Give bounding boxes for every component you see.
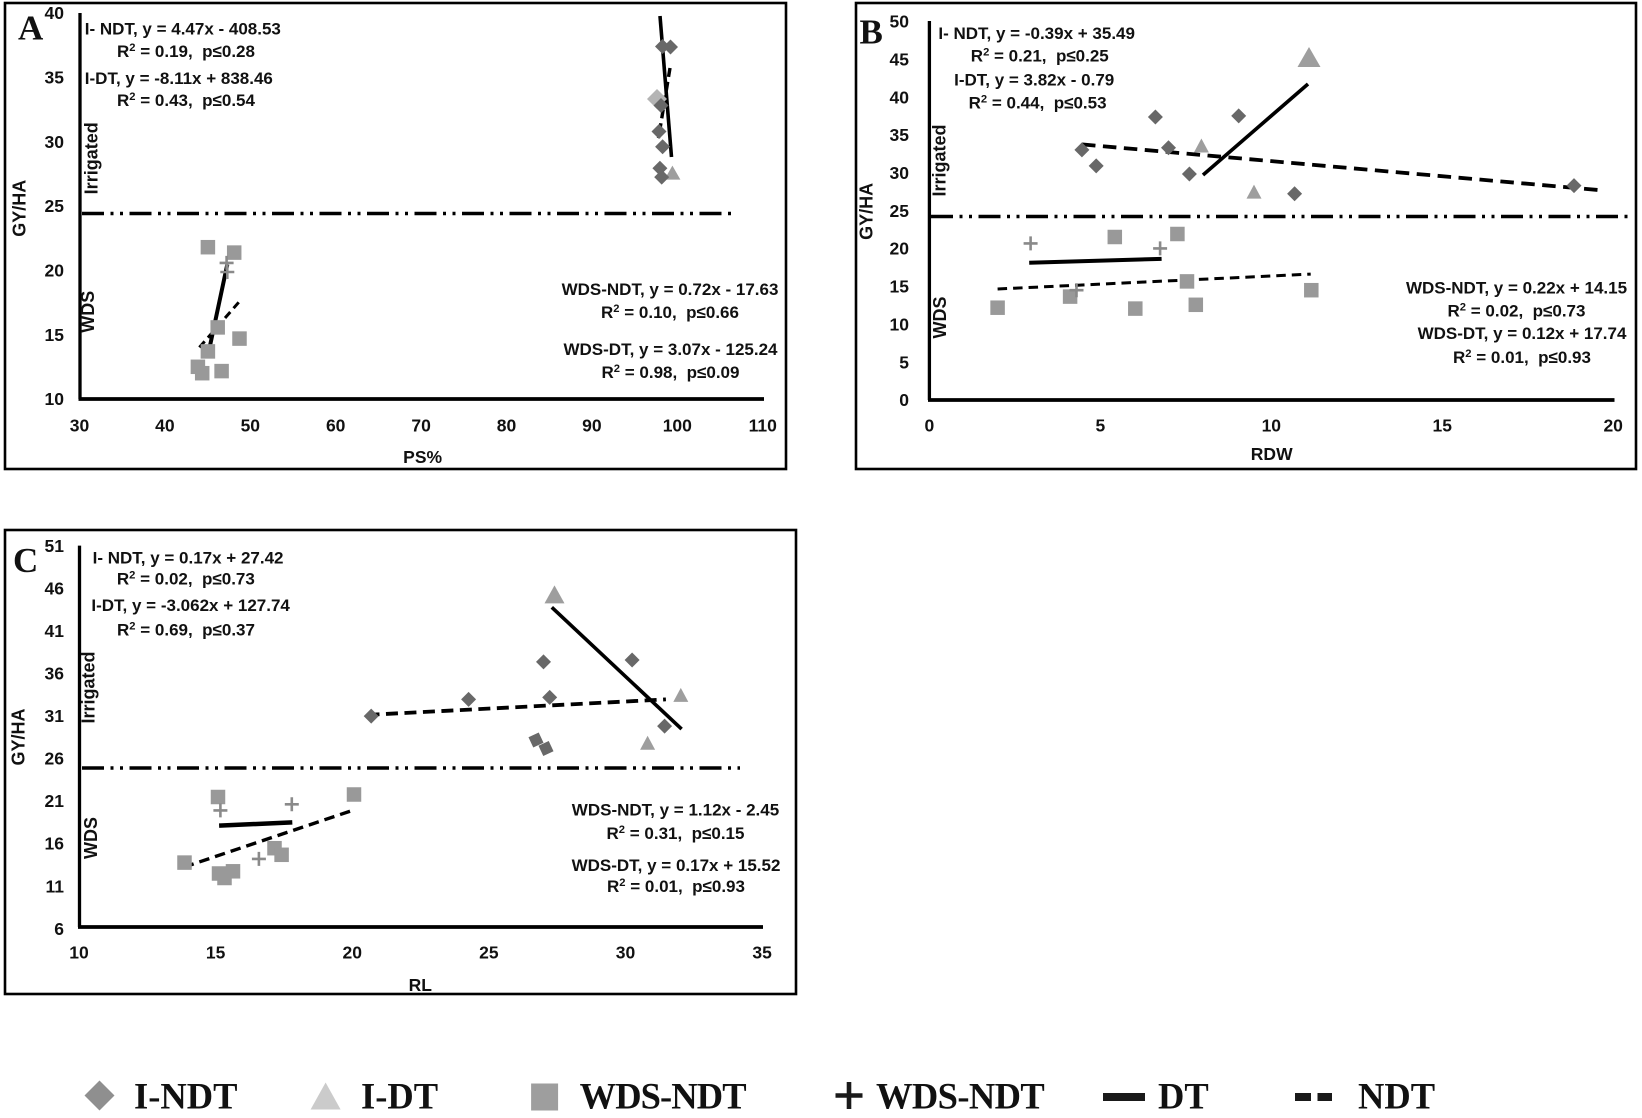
svg-text:R2 = 0.01, p≤0.93: R2 = 0.01, p≤0.93 bbox=[1453, 348, 1591, 367]
svg-text:11: 11 bbox=[46, 876, 65, 896]
svg-text:20: 20 bbox=[1603, 416, 1623, 436]
svg-text:Irrigated: Irrigated bbox=[78, 651, 98, 723]
svg-text:30: 30 bbox=[616, 943, 636, 963]
svg-text:51: 51 bbox=[45, 536, 65, 556]
svg-text:WDS: WDS bbox=[81, 817, 101, 859]
svg-text:41: 41 bbox=[45, 621, 65, 641]
svg-text:60: 60 bbox=[326, 416, 346, 436]
svg-text:110: 110 bbox=[749, 416, 777, 436]
svg-text:GY/HA: GY/HA bbox=[8, 708, 28, 765]
svg-text:100: 100 bbox=[663, 416, 692, 436]
svg-text:6: 6 bbox=[54, 919, 64, 939]
svg-text:WDS-DT, y = 0.17x + 15.52: WDS-DT, y = 0.17x + 15.52 bbox=[572, 856, 781, 875]
svg-text:10: 10 bbox=[69, 943, 89, 963]
svg-text:36: 36 bbox=[45, 663, 65, 683]
svg-text:20: 20 bbox=[45, 261, 65, 281]
svg-text:35: 35 bbox=[890, 125, 910, 145]
svg-text:R2 = 0.21, p≤0.25: R2 = 0.21, p≤0.25 bbox=[971, 47, 1109, 66]
svg-text:B: B bbox=[860, 13, 883, 52]
svg-text:80: 80 bbox=[497, 416, 517, 436]
svg-text:15: 15 bbox=[45, 325, 65, 345]
svg-text:0: 0 bbox=[925, 416, 935, 436]
svg-text:I-DT, y = -3.062x + 127.74: I-DT, y = -3.062x + 127.74 bbox=[91, 596, 290, 615]
svg-text:R2 = 0.98, p≤0.09: R2 = 0.98, p≤0.09 bbox=[602, 363, 740, 382]
svg-text:WDS-DT, y = 3.07x - 125.24: WDS-DT, y = 3.07x - 125.24 bbox=[563, 340, 778, 359]
svg-text:31: 31 bbox=[45, 706, 65, 726]
svg-text:R2 = 0.01, p≤0.93: R2 = 0.01, p≤0.93 bbox=[607, 877, 745, 896]
svg-text:I-NDT: I-NDT bbox=[134, 1075, 237, 1116]
svg-text:5: 5 bbox=[1095, 416, 1105, 436]
svg-text:WDS: WDS bbox=[78, 291, 98, 333]
svg-text:I- NDT, y = -0.39x + 35.49: I- NDT, y = -0.39x + 35.49 bbox=[938, 24, 1135, 43]
svg-text:PS%: PS% bbox=[403, 447, 442, 467]
svg-text:GY/HA: GY/HA bbox=[10, 180, 30, 237]
svg-text:15: 15 bbox=[206, 943, 226, 963]
svg-text:45: 45 bbox=[890, 49, 910, 69]
svg-text:Irrigated: Irrigated bbox=[81, 122, 101, 194]
svg-text:R2 = 0.31, p≤0.15: R2 = 0.31, p≤0.15 bbox=[607, 824, 745, 843]
svg-text:40: 40 bbox=[890, 87, 910, 107]
svg-text:WDS: WDS bbox=[930, 297, 950, 339]
svg-text:NDT: NDT bbox=[1358, 1075, 1435, 1116]
svg-text:I- NDT, y = 4.47x - 408.53: I- NDT, y = 4.47x - 408.53 bbox=[85, 20, 281, 39]
svg-text:25: 25 bbox=[479, 943, 499, 963]
svg-text:R2 = 0.10, p≤0.66: R2 = 0.10, p≤0.66 bbox=[601, 303, 739, 322]
svg-text:Irrigated: Irrigated bbox=[930, 124, 950, 196]
svg-text:40: 40 bbox=[45, 3, 65, 23]
svg-text:WDS-NDT: WDS-NDT bbox=[580, 1075, 747, 1116]
svg-text:WDS-NDT, y = 0.72x - 17.63: WDS-NDT, y = 0.72x - 17.63 bbox=[562, 280, 779, 299]
svg-text:50: 50 bbox=[241, 416, 261, 436]
svg-text:70: 70 bbox=[411, 416, 431, 436]
svg-text:26: 26 bbox=[45, 749, 65, 769]
svg-text:C: C bbox=[13, 541, 38, 580]
svg-text:R2 = 0.19, p≤0.28: R2 = 0.19, p≤0.28 bbox=[117, 42, 255, 61]
svg-text:RDW: RDW bbox=[1251, 444, 1293, 464]
svg-text:90: 90 bbox=[582, 416, 602, 436]
svg-text:I-DT: I-DT bbox=[361, 1075, 438, 1116]
svg-text:0: 0 bbox=[899, 390, 909, 410]
svg-text:21: 21 bbox=[45, 791, 65, 811]
svg-text:20: 20 bbox=[890, 239, 910, 259]
svg-text:10: 10 bbox=[1262, 416, 1282, 436]
svg-text:R2 = 0.44, p≤0.53: R2 = 0.44, p≤0.53 bbox=[969, 93, 1107, 112]
svg-text:16: 16 bbox=[45, 834, 65, 854]
svg-text:25: 25 bbox=[890, 201, 910, 221]
svg-text:20: 20 bbox=[343, 943, 363, 963]
svg-text:10: 10 bbox=[890, 314, 910, 334]
svg-text:RL: RL bbox=[409, 975, 433, 995]
svg-text:30: 30 bbox=[70, 416, 90, 436]
svg-text:10: 10 bbox=[45, 389, 65, 409]
svg-text:35: 35 bbox=[752, 943, 772, 963]
svg-text:35: 35 bbox=[45, 68, 65, 88]
svg-text:30: 30 bbox=[890, 163, 910, 183]
svg-text:DT: DT bbox=[1158, 1075, 1209, 1116]
svg-text:15: 15 bbox=[890, 277, 910, 297]
svg-text:R2 = 0.02, p≤0.73: R2 = 0.02, p≤0.73 bbox=[117, 570, 255, 589]
svg-text:46: 46 bbox=[45, 578, 65, 598]
svg-text:WDS-NDT, y = 1.12x - 2.45: WDS-NDT, y = 1.12x - 2.45 bbox=[572, 801, 779, 820]
svg-text:R2 = 0.02, p≤0.73: R2 = 0.02, p≤0.73 bbox=[1448, 301, 1586, 320]
svg-text:WDS-NDT: WDS-NDT bbox=[876, 1075, 1044, 1116]
svg-text:R2 = 0.69, p≤0.37: R2 = 0.69, p≤0.37 bbox=[117, 621, 255, 640]
svg-text:5: 5 bbox=[899, 352, 909, 372]
svg-text:GY/HA: GY/HA bbox=[856, 183, 876, 240]
svg-text:I-DT, y = -8.11x + 838.46: I-DT, y = -8.11x + 838.46 bbox=[85, 69, 273, 88]
svg-text:25: 25 bbox=[45, 196, 65, 216]
svg-text:30: 30 bbox=[45, 132, 65, 152]
svg-text:I- NDT, y = 0.17x + 27.42: I- NDT, y = 0.17x + 27.42 bbox=[93, 549, 284, 568]
svg-text:WDS-NDT, y = 0.22x + 14.15: WDS-NDT, y = 0.22x + 14.15 bbox=[1406, 279, 1627, 298]
svg-text:A: A bbox=[18, 9, 44, 48]
svg-text:50: 50 bbox=[890, 12, 910, 32]
svg-text:WDS-DT, y = 0.12x + 17.74: WDS-DT, y = 0.12x + 17.74 bbox=[1418, 324, 1627, 343]
svg-text:I-DT, y = 3.82x - 0.79: I-DT, y = 3.82x - 0.79 bbox=[954, 70, 1114, 89]
svg-text:40: 40 bbox=[155, 416, 175, 436]
svg-text:15: 15 bbox=[1433, 416, 1453, 436]
svg-text:R2 = 0.43, p≤0.54: R2 = 0.43, p≤0.54 bbox=[117, 91, 255, 110]
